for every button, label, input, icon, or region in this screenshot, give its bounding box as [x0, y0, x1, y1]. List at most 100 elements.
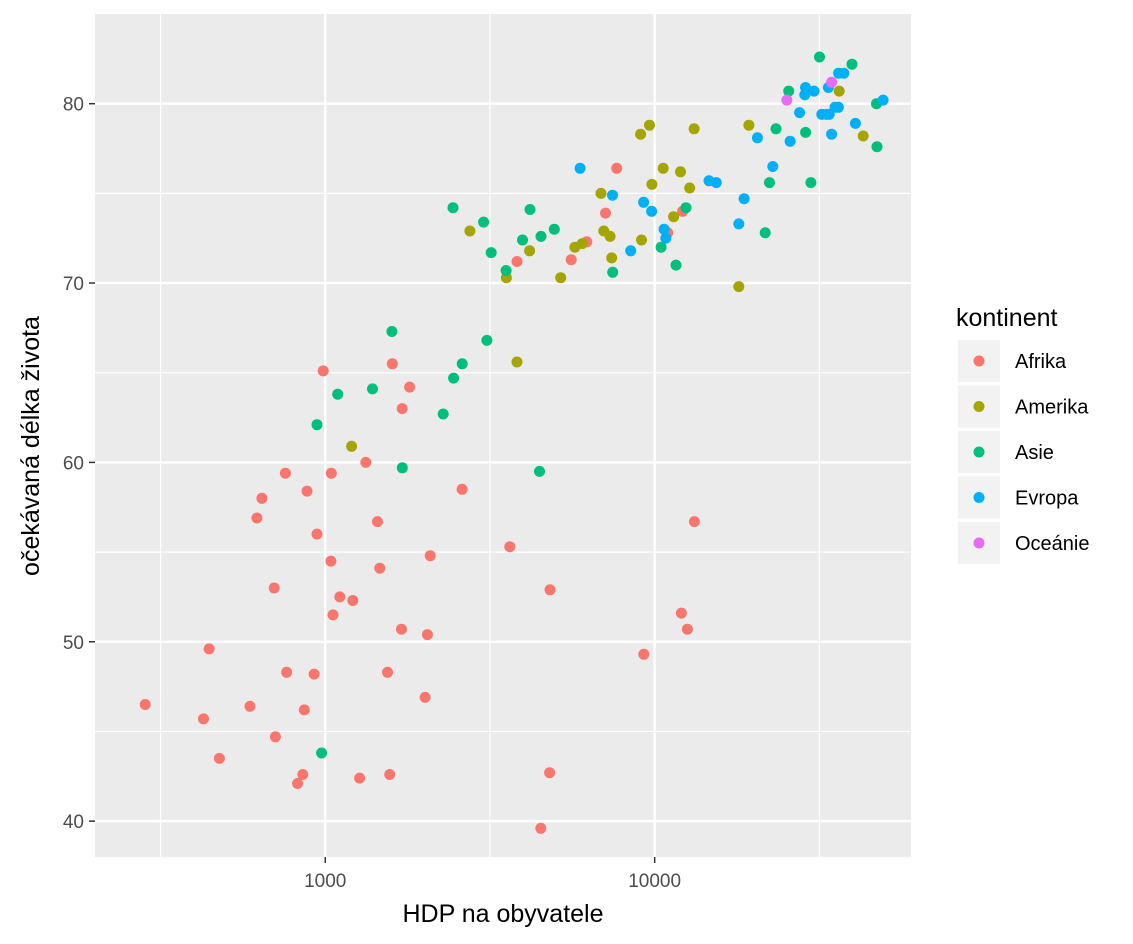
- data-point: [814, 51, 825, 63]
- data-point: [800, 82, 811, 93]
- data-point: [485, 247, 497, 259]
- data-point: [635, 128, 647, 140]
- data-point: [448, 372, 460, 384]
- y-tick-label: 50: [63, 633, 84, 654]
- data-point: [481, 334, 493, 346]
- data-point: [297, 769, 309, 780]
- data-point: [346, 440, 358, 452]
- data-point: [606, 252, 618, 264]
- data-point: [738, 193, 750, 205]
- data-point: [524, 204, 536, 215]
- data-point: [374, 562, 386, 574]
- data-point: [500, 265, 512, 276]
- data-point: [805, 177, 817, 189]
- data-point: [203, 643, 215, 655]
- data-point: [447, 202, 459, 214]
- data-point: [311, 528, 323, 540]
- legend-key-dot: [973, 401, 985, 412]
- data-point: [464, 225, 476, 237]
- data-point: [325, 555, 337, 567]
- data-point: [770, 123, 782, 135]
- data-point: [849, 117, 861, 129]
- data-point: [781, 94, 793, 106]
- legend-label: Oceánie: [1015, 533, 1090, 555]
- data-point: [826, 128, 838, 140]
- data-point: [316, 747, 328, 759]
- data-point: [681, 623, 693, 635]
- y-tick-label: 80: [63, 95, 84, 116]
- data-point: [396, 623, 407, 635]
- data-point: [767, 161, 779, 172]
- data-point: [751, 132, 763, 144]
- data-point: [544, 767, 556, 779]
- data-point: [456, 483, 468, 495]
- data-point: [604, 230, 616, 242]
- data-point: [710, 177, 722, 189]
- data-point: [733, 218, 745, 230]
- data-point: [511, 356, 523, 368]
- data-point: [733, 281, 745, 293]
- data-point: [574, 162, 586, 174]
- data-point: [367, 383, 378, 395]
- legend-label: Amerika: [1015, 397, 1089, 419]
- data-point: [680, 202, 692, 214]
- data-point: [456, 358, 468, 370]
- panel-background: [95, 14, 911, 857]
- data-point: [347, 595, 359, 606]
- data-point: [384, 769, 396, 780]
- minor-gridlines: [95, 14, 911, 857]
- data-point: [332, 388, 344, 400]
- data-point: [877, 94, 889, 106]
- data-point: [256, 492, 268, 504]
- major-gridlines: [95, 14, 911, 857]
- data-point: [684, 182, 696, 194]
- data-point: [308, 668, 320, 680]
- legend-key-dot: [973, 355, 985, 367]
- data-point: [646, 178, 658, 190]
- data-point: [675, 166, 686, 178]
- data-point: [636, 234, 647, 246]
- data-point: [198, 713, 209, 725]
- data-point: [857, 130, 869, 142]
- data-point: [743, 119, 755, 131]
- data-point: [396, 462, 408, 474]
- data-point: [524, 245, 536, 257]
- data-point: [325, 467, 337, 479]
- data-point: [555, 272, 567, 284]
- data-point: [382, 666, 393, 678]
- data-point: [548, 223, 560, 235]
- data-point: [688, 123, 700, 135]
- data-point: [565, 254, 577, 266]
- data-point: [660, 232, 672, 244]
- data-point: [638, 648, 650, 660]
- legend-title: kontinent: [956, 304, 1058, 332]
- y-axis: 40 50 60 70 80: [63, 95, 95, 833]
- data-point: [655, 241, 667, 253]
- data-point: [794, 107, 806, 119]
- data-point: [808, 85, 820, 97]
- data-point: [833, 85, 845, 97]
- y-tick-label: 40: [63, 812, 84, 833]
- data-point: [784, 135, 796, 147]
- legend: kontinent Afrika Amerika Asie Evropa Oceánie: [956, 304, 1090, 564]
- data-point: [871, 141, 883, 153]
- x-axis-title: HDP na obyvatele: [402, 900, 603, 928]
- data-point: [644, 119, 655, 131]
- data-point: [268, 582, 280, 594]
- data-point: [625, 245, 637, 257]
- data-point: [269, 731, 281, 743]
- data-point: [800, 126, 812, 138]
- data-point: [301, 485, 313, 497]
- data-point: [360, 456, 372, 468]
- x-tick-label: 1000: [304, 871, 346, 892]
- data-point: [354, 772, 366, 784]
- legend-label: Afrika: [1015, 351, 1067, 373]
- data-point: [576, 238, 588, 250]
- data-point: [846, 58, 858, 70]
- legend-key-dot: [973, 537, 985, 549]
- data-point: [595, 187, 607, 199]
- data-point: [668, 211, 680, 223]
- data-point: [404, 381, 416, 393]
- data-point: [424, 550, 436, 562]
- data-point: [251, 512, 263, 524]
